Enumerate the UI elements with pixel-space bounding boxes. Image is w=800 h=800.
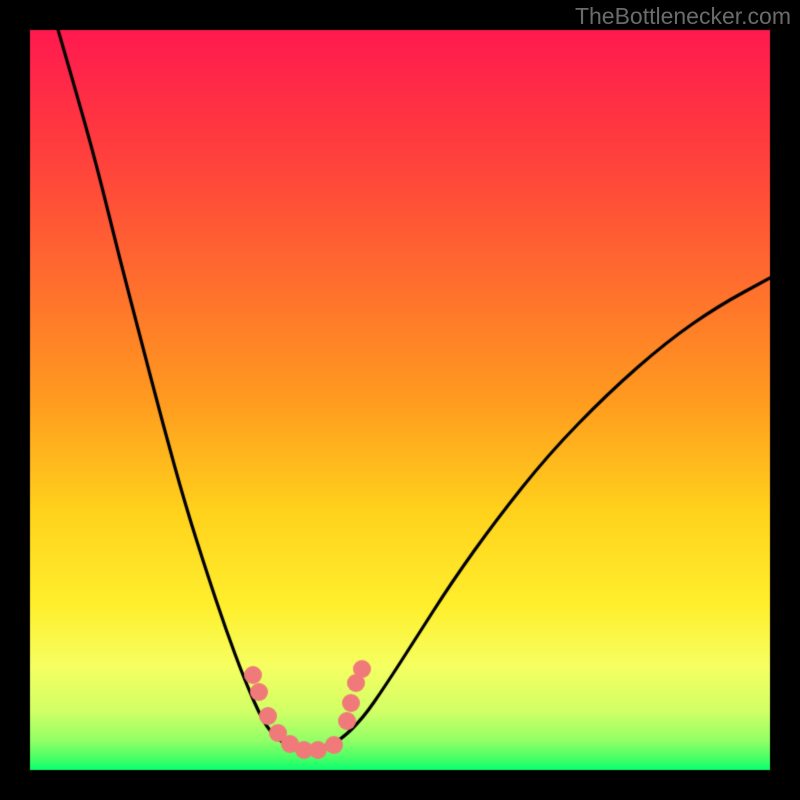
- chart-root: TheBottlenecker.com: [0, 0, 800, 800]
- bottleneck-chart-canvas: [0, 0, 800, 800]
